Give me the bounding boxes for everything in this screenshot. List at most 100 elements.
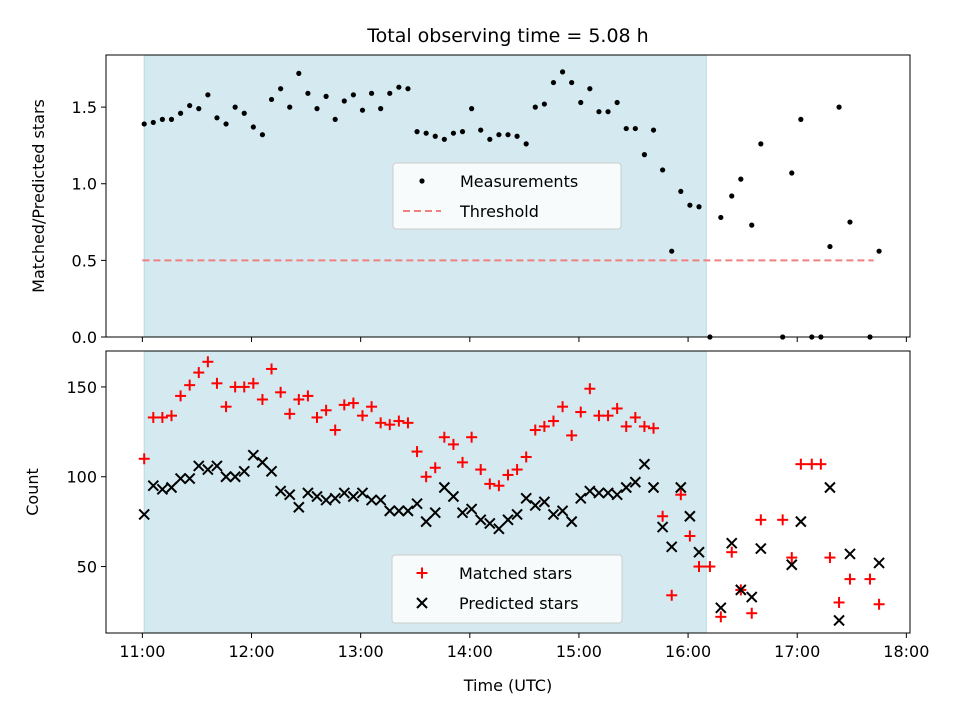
x-tick-label: 16:00 <box>665 642 711 661</box>
measurement-point <box>405 86 410 91</box>
measurement-point <box>433 134 438 139</box>
measurement-point <box>633 126 638 131</box>
measurement-point <box>624 126 629 131</box>
measurement-point <box>323 94 328 99</box>
measurement-point <box>596 109 601 114</box>
measurement-point <box>178 111 183 116</box>
measurement-point <box>169 117 174 122</box>
y-tick-label: 1.5 <box>72 98 97 117</box>
measurement-point <box>524 141 529 146</box>
measurement-point <box>478 127 483 132</box>
measurement-point <box>605 109 610 114</box>
measurement-point <box>696 204 701 209</box>
measurement-point <box>396 85 401 90</box>
x-tick-label: 15:00 <box>556 642 602 661</box>
measurement-point <box>469 106 474 111</box>
legend-predicted-label: Predicted stars <box>459 594 579 613</box>
y-tick-label: 0.0 <box>72 328 97 347</box>
measurement-point <box>305 91 310 96</box>
legend-measurements-label: Measurements <box>460 172 578 191</box>
measurement-point <box>205 92 210 97</box>
measurement-point <box>369 91 374 96</box>
measurement-point <box>615 100 620 105</box>
x-tick-label: 11:00 <box>119 642 165 661</box>
measurement-point <box>142 121 147 126</box>
chart-title: Total observing time = 5.08 h <box>366 25 648 47</box>
measurement-point <box>187 103 192 108</box>
bottom-y-axis-label: Count <box>23 468 42 516</box>
legend-threshold-label: Threshold <box>459 202 539 221</box>
measurement-point <box>687 203 692 208</box>
x-tick-label: 14:00 <box>447 642 493 661</box>
measurement-point <box>729 193 734 198</box>
measurement-point <box>496 132 501 137</box>
y-tick-label: 0.5 <box>72 251 97 270</box>
measurement-point <box>314 106 319 111</box>
measurement-point <box>542 101 547 106</box>
measurement-point <box>387 91 392 96</box>
measurement-point <box>151 120 156 125</box>
measurement-point <box>260 132 265 137</box>
measurement-point <box>460 129 465 134</box>
measurement-point <box>414 129 419 134</box>
x-tick-label: 12:00 <box>228 642 274 661</box>
x-tick-label: 13:00 <box>338 642 384 661</box>
measurement-point <box>160 117 165 122</box>
measurement-point <box>351 92 356 97</box>
measurement-point <box>233 105 238 110</box>
measurement-point <box>278 86 283 91</box>
measurement-point <box>798 117 803 122</box>
y-tick-label: 50 <box>77 558 97 577</box>
measurement-point <box>749 223 754 228</box>
y-tick-label: 150 <box>66 378 97 397</box>
measurement-point <box>360 108 365 113</box>
measurement-point <box>451 131 456 136</box>
measurement-point <box>836 105 841 110</box>
measurement-point <box>296 71 301 76</box>
measurement-point <box>342 98 347 103</box>
measurement-point <box>569 80 574 85</box>
measurement-point <box>560 69 565 74</box>
measurement-point <box>333 117 338 122</box>
measurement-point <box>242 111 247 116</box>
measurement-point <box>587 86 592 91</box>
measurement-point <box>847 219 852 224</box>
bottom-legend: Matched stars Predicted stars <box>392 555 622 623</box>
measurement-point <box>738 177 743 182</box>
measurement-point <box>378 106 383 111</box>
measurement-point <box>424 131 429 136</box>
x-tick-label: 17:00 <box>774 642 820 661</box>
measurement-point <box>442 137 447 142</box>
measurement-point <box>269 97 274 102</box>
y-tick-label: 1.0 <box>72 175 97 194</box>
x-axis-label: Time (UTC) <box>463 676 552 695</box>
measurement-point <box>678 189 683 194</box>
chart: 0.0 0.5 1.0 1.5 Total observing time = 5.08… <box>0 0 960 720</box>
measurement-point <box>827 244 832 249</box>
y-tick-label: 100 <box>66 468 97 487</box>
measurement-point <box>718 215 723 220</box>
measurement-point <box>251 124 256 129</box>
measurement-point <box>578 100 583 105</box>
measurement-point <box>533 105 538 110</box>
measurement-point <box>214 115 219 120</box>
measurement-point <box>196 106 201 111</box>
x-tick-label: 18:00 <box>883 642 929 661</box>
legend-measurements-marker <box>419 178 424 183</box>
legend-matched-label: Matched stars <box>459 564 572 583</box>
measurement-point <box>876 249 881 254</box>
measurement-point <box>660 167 665 172</box>
measurement-point <box>487 137 492 142</box>
measurement-point <box>642 152 647 157</box>
measurement-point <box>514 134 519 139</box>
top-legend: Measurements Threshold <box>393 163 621 229</box>
measurement-point <box>651 127 656 132</box>
measurement-point <box>758 141 763 146</box>
measurement-point <box>551 80 556 85</box>
measurement-point <box>669 249 674 254</box>
measurement-point <box>223 121 228 126</box>
measurement-point <box>505 132 510 137</box>
top-y-axis-label: Matched/Predicted stars <box>29 99 48 293</box>
measurement-point <box>287 105 292 110</box>
measurement-point <box>789 170 794 175</box>
